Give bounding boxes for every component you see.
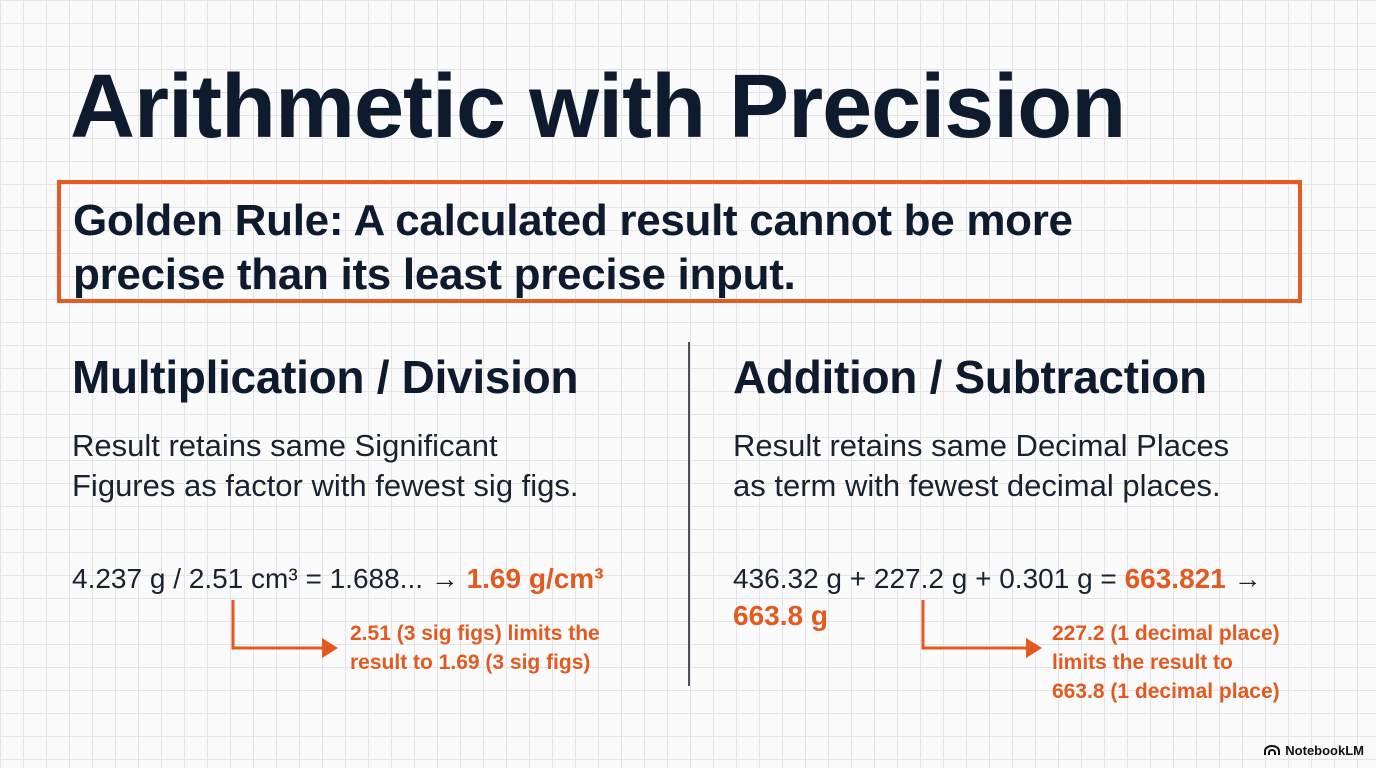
golden-rule-line-1: Golden Rule: A calculated result cannot …: [73, 196, 1073, 245]
addition-note: 227.2 (1 decimal place) limits the resul…: [1052, 619, 1280, 706]
equation-text: 436.32 g + 227.2 g + 0.301 g =: [733, 563, 1117, 594]
page-title: Arithmetic with Precision: [70, 57, 1126, 157]
golden-rule-box: Golden Rule: A calculated result cannot …: [57, 180, 1302, 303]
addition-subtraction-heading: Addition / Subtraction: [733, 351, 1207, 403]
description-line-1: Result retains same Significant: [72, 428, 498, 463]
column-divider: [688, 342, 690, 686]
note-line-2: result to 1.69 (3 sig figs): [350, 651, 591, 674]
equation-result: 1.69 g/cm³: [466, 563, 604, 594]
brand-label: NotebookLM: [1285, 743, 1364, 758]
left-elbow-arrow-icon: [231, 600, 338, 658]
notebooklm-logo-icon: [1264, 745, 1281, 755]
addition-equation-result: 663.8 g: [733, 600, 828, 631]
note-line-3: 663.8 (1 decimal place): [1052, 680, 1280, 703]
multiplication-division-section: Multiplication / Division Result retains…: [72, 350, 672, 594]
notebooklm-watermark: NotebookLM: [1264, 743, 1364, 758]
multiplication-example-equation: 4.237 g / 2.51 cm³ = 1.688... → 1.69 g/c…: [72, 560, 604, 597]
description-line-2: Figures as factor with fewest sig figs.: [72, 468, 579, 503]
golden-rule-text: Golden Rule: A calculated result cannot …: [73, 194, 1273, 302]
multiplication-note: 2.51 (3 sig figs) limits the result to 1…: [350, 619, 600, 677]
addition-example-equation: 436.32 g + 227.2 g + 0.301 g = 663.821 →: [733, 560, 1262, 597]
equation-intermediate: 663.821: [1124, 563, 1226, 594]
addition-subtraction-description: Result retains same Decimal Places as te…: [733, 426, 1333, 506]
note-line-1: 227.2 (1 decimal place): [1052, 622, 1280, 645]
equation-text: 4.237 g / 2.51 cm³ = 1.688... →: [72, 563, 459, 594]
addition-subtraction-section: Addition / Subtraction Result retains sa…: [733, 350, 1333, 631]
golden-rule-line-2: precise than its least precise input.: [73, 250, 796, 299]
description-line-2: as term with fewest decimal places.: [733, 468, 1221, 503]
multiplication-division-heading: Multiplication / Division: [72, 351, 579, 403]
arrow-glyph: →: [1233, 563, 1262, 594]
note-line-1: 2.51 (3 sig figs) limits the: [350, 622, 600, 645]
description-line-1: Result retains same Decimal Places: [733, 428, 1230, 463]
right-elbow-arrow-icon: [921, 600, 1042, 658]
multiplication-division-description: Result retains same Significant Figures …: [72, 426, 672, 506]
note-line-2: limits the result to: [1052, 651, 1233, 674]
